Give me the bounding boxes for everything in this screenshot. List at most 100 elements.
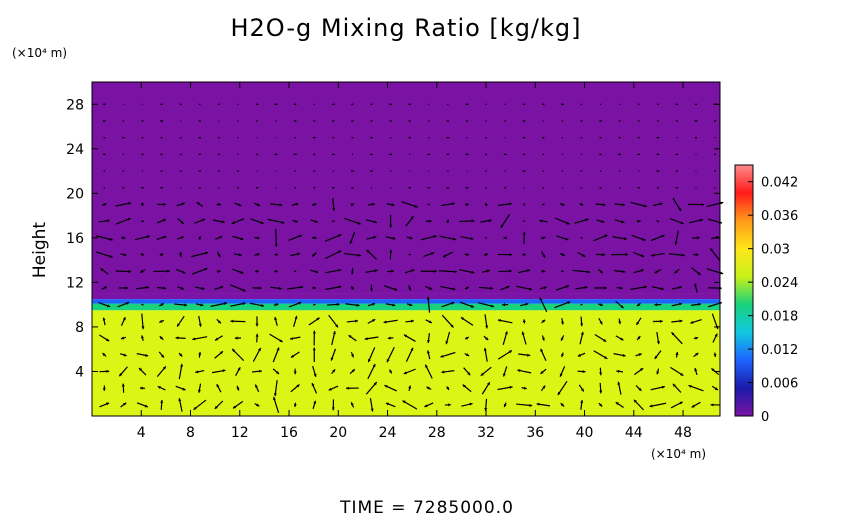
wind-arrow <box>384 384 398 392</box>
wind-arrow <box>408 285 412 291</box>
x-tick-label: 8 <box>186 425 195 441</box>
wind-arrow <box>480 219 492 223</box>
wind-arrow <box>713 352 717 358</box>
wind-arrow <box>650 234 665 242</box>
wind-arrow <box>177 217 185 225</box>
wind-arrow <box>593 234 608 242</box>
wind-arrow <box>136 402 149 408</box>
wind-arrow <box>482 269 490 273</box>
wind-arrow <box>139 269 146 274</box>
wind-arrow <box>478 286 494 290</box>
wind-arrow <box>346 319 359 323</box>
wind-arrow <box>579 331 584 345</box>
wind-arrow <box>674 268 680 274</box>
wind-arrow <box>444 403 451 407</box>
wind-arrow <box>254 236 260 240</box>
wind-arrow <box>541 335 545 341</box>
wind-arrow <box>369 398 374 412</box>
wind-arrow <box>230 319 246 323</box>
x-tick-label: 48 <box>674 425 692 441</box>
wind-arrow <box>518 269 531 274</box>
wind-arrow <box>368 202 375 206</box>
wind-arrow <box>327 302 340 306</box>
wind-arrow <box>633 269 645 274</box>
wind-arrow <box>102 385 106 391</box>
wind-arrow <box>425 285 433 290</box>
x-axis: 4 8 12 16 20 24 28 32 36 40 44 48 <box>137 82 692 441</box>
wind-arrow <box>440 351 456 358</box>
wind-arrow <box>312 365 317 378</box>
x-tick-label: 28 <box>428 425 446 441</box>
wind-arrow <box>706 201 724 208</box>
wind-arrow <box>178 352 183 357</box>
wind-arrow <box>273 380 278 397</box>
wind-arrow <box>540 236 546 240</box>
wind-arrow <box>691 401 701 408</box>
wind-arrow <box>215 235 223 240</box>
wind-arrow <box>559 202 565 206</box>
wind-arrow <box>462 384 472 393</box>
wind-arrow <box>595 203 606 207</box>
wind-arrow <box>560 318 564 325</box>
wind-arrow <box>675 351 679 358</box>
colorbar-tick-label: 0.03 <box>761 243 790 258</box>
moisture-layer-4 <box>92 82 720 294</box>
wind-arrow <box>522 319 526 324</box>
wind-arrow <box>420 235 437 241</box>
wind-arrow <box>497 202 513 206</box>
wind-arrow <box>540 368 547 375</box>
wind-arrow <box>438 270 457 274</box>
wind-arrow <box>232 235 244 241</box>
wind-arrow <box>195 369 205 374</box>
wind-arrow <box>197 236 201 240</box>
wind-arrow <box>408 385 412 391</box>
wind-arrow <box>446 386 450 391</box>
wind-arrow <box>140 252 145 256</box>
wind-arrow <box>272 347 280 363</box>
wind-arrow <box>405 347 414 363</box>
wind-arrow <box>177 286 185 290</box>
wind-arrow <box>692 236 700 240</box>
wind-arrow <box>441 369 455 374</box>
wind-arrow <box>459 219 475 223</box>
wind-arrow <box>635 353 643 357</box>
wind-arrow <box>350 203 355 207</box>
x-tick-label: 4 <box>137 425 146 441</box>
wind-arrow <box>387 336 394 340</box>
wind-arrow <box>577 352 586 357</box>
wind-arrow <box>177 236 185 240</box>
wind-arrow <box>157 202 166 207</box>
wind-arrow <box>669 218 684 225</box>
wind-arrow <box>312 347 316 363</box>
wind-arrow <box>387 269 394 273</box>
wind-arrow <box>328 314 339 328</box>
wind-arrow <box>178 398 183 412</box>
wind-arrow <box>706 268 724 275</box>
wind-arrow <box>197 383 202 393</box>
wind-arrow <box>405 215 414 227</box>
wind-arrow <box>95 235 113 241</box>
wind-arrow <box>192 336 208 341</box>
colorbar-tick-label: 0.018 <box>761 310 798 325</box>
wind-arrow <box>690 318 702 324</box>
wind-arrow <box>367 318 376 324</box>
wind-arrow <box>614 203 625 207</box>
wind-arrow <box>350 351 355 358</box>
wind-arrow <box>612 236 627 241</box>
wind-arrow <box>311 252 317 258</box>
wind-arrow <box>516 285 533 291</box>
wind-arrow <box>233 253 242 257</box>
wind-arrow <box>252 286 262 290</box>
wind-arrow <box>674 230 679 246</box>
wind-arrow <box>310 219 318 223</box>
plot-border <box>91 81 721 417</box>
wind-arrow <box>403 368 416 375</box>
colorbar-tick-label: 0.036 <box>761 209 798 224</box>
wind-arrow <box>330 348 337 361</box>
wind-arrow <box>176 202 185 207</box>
wind-arrow <box>635 317 642 326</box>
wind-arrow <box>440 285 456 291</box>
wind-arrow <box>460 236 474 241</box>
wind-arrow <box>388 369 393 374</box>
